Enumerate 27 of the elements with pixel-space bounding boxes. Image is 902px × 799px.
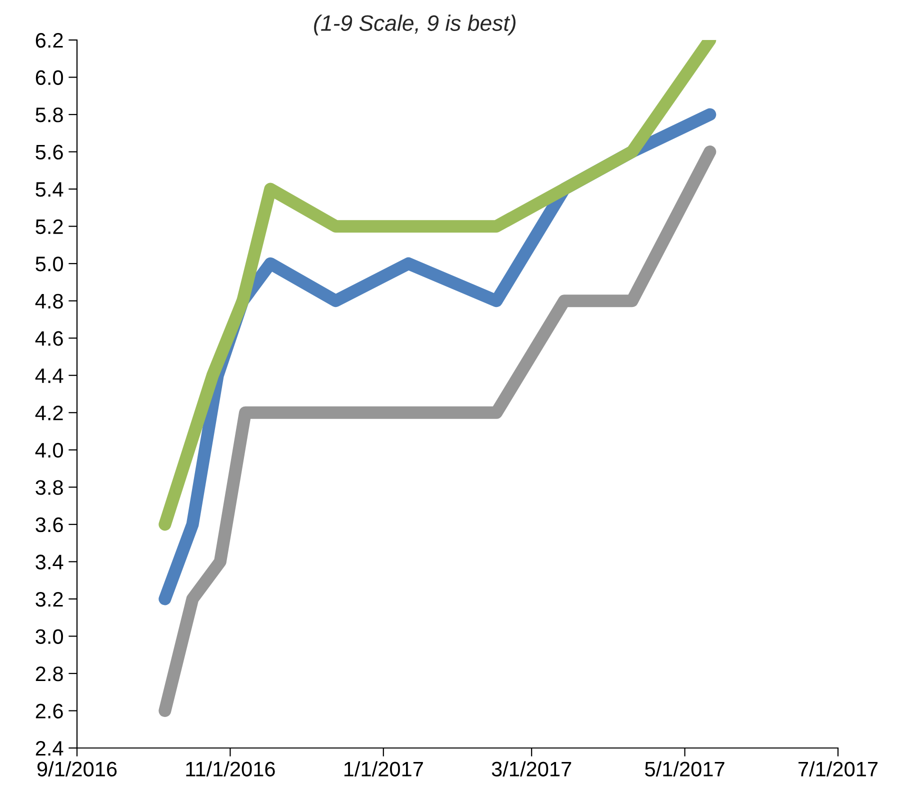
chart-title: (1-9 Scale, 9 is best) — [314, 14, 516, 36]
y-tick-label: 3.2 — [36, 592, 63, 607]
y-tick-label: 2.8 — [36, 666, 63, 682]
y-tick-label: 2.4 — [36, 741, 64, 756]
y-tick-label: 4.6 — [35, 331, 63, 346]
y-tick-label: 5.0 — [36, 256, 63, 272]
y-tick-label: 3.0 — [36, 629, 63, 644]
y-tick-label: 5.6 — [36, 144, 63, 160]
y-tick-label: 3.6 — [36, 517, 63, 532]
y-tick-label: 4.8 — [35, 294, 63, 309]
x-tick-label: 7/1/2017 — [798, 761, 878, 776]
y-tick-label: 5.4 — [36, 182, 64, 197]
y-tick-label: 3.4 — [36, 554, 64, 570]
y-tick-label: 5.2 — [36, 219, 63, 234]
x-tick-label: 5/1/2017 — [645, 761, 724, 776]
x-tick-label: 1/1/2017 — [344, 761, 423, 776]
x-tick-label: 11/1/2016 — [186, 761, 275, 776]
y-tick-label: 6.0 — [36, 70, 63, 86]
y-tick-label: 3.8 — [36, 480, 63, 495]
y-tick-label: 6.2 — [36, 33, 63, 48]
y-tick-label: 4.4 — [35, 368, 64, 383]
x-tick-label: 3/1/2017 — [492, 761, 572, 776]
y-tick-label: 4.0 — [35, 442, 63, 458]
x-tick-label: 9/1/2016 — [37, 761, 117, 776]
y-tick-label: 5.8 — [36, 108, 63, 122]
y-tick-label: 4.2 — [35, 406, 63, 420]
y-tick-label: 2.6 — [36, 704, 63, 718]
